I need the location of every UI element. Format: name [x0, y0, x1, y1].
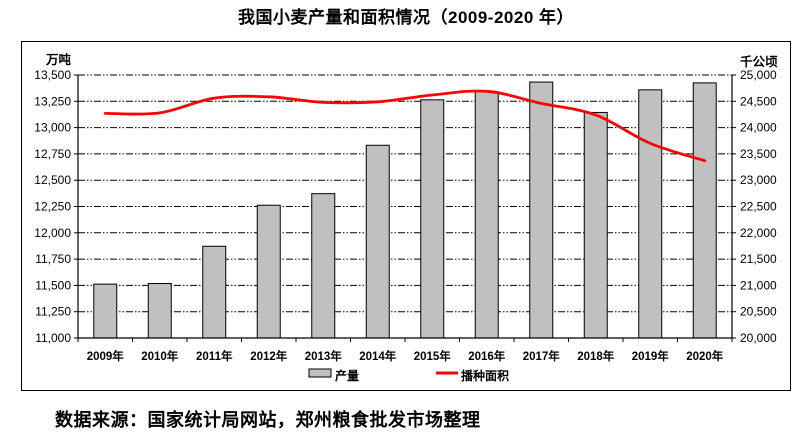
right-tick-label: 24,500 — [740, 94, 777, 108]
legend-label-production: 产量 — [335, 368, 359, 383]
right-tick-label: 22,000 — [740, 226, 777, 240]
right-tick-label: 20,500 — [740, 305, 777, 319]
left-axis-title: 万吨 — [45, 52, 72, 67]
x-axis-labels: 2009年 2010年 2011年 2012年 2013年 2014年 2015年 2016年… — [87, 349, 724, 363]
right-tick-label: 20,000 — [740, 331, 777, 345]
chart-frame: 13,500 13,250 13,000 12,750 12,500 12,250 12,0… — [21, 41, 791, 391]
production-bars — [93, 81, 717, 339]
right-tick-label: 21,000 — [740, 278, 777, 292]
left-tick-label: 11,250 — [35, 305, 71, 319]
bar-2009年 — [93, 283, 118, 339]
right-tick-label: 24,000 — [740, 121, 777, 135]
bar-2010年 — [147, 283, 172, 339]
right-axis-labels: 25,000 24,500 24,000 23,500 23,000 22,500 22,0… — [740, 68, 777, 345]
left-axis-labels: 13,500 13,250 13,000 12,750 12,500 12,250 12,0… — [34, 68, 71, 345]
left-tick-label: 13,000 — [34, 121, 71, 135]
left-tick-label: 12,500 — [34, 173, 71, 187]
left-tick-label: 11,500 — [35, 278, 71, 292]
data-source-note: 数据来源：国家统计局网站，郑州粮食批发市场整理 — [55, 410, 481, 430]
bar-2012年 — [256, 204, 281, 339]
x-tick-label: 2014年 — [359, 349, 397, 363]
bar-2018年 — [583, 111, 608, 339]
bar-2013年 — [311, 193, 336, 339]
bar-2017年 — [529, 81, 554, 339]
right-tick-label: 25,000 — [740, 68, 777, 82]
right-tick-label: 22,500 — [740, 200, 777, 214]
right-tick-label: 23,500 — [740, 147, 777, 161]
bar-2019年 — [638, 89, 663, 339]
left-tick-label: 12,250 — [34, 200, 71, 214]
left-tick-label: 13,500 — [34, 68, 71, 82]
sown-area-line — [103, 89, 707, 163]
right-tick-label: 23,000 — [740, 173, 777, 187]
left-tick-label: 11,750 — [35, 252, 71, 266]
x-tick-label: 2016年 — [468, 349, 506, 363]
axis-ticks — [74, 74, 736, 342]
left-tick-label: 13,250 — [34, 94, 71, 108]
x-tick-label: 2019年 — [632, 349, 670, 363]
wheat-production-area-chart: 13,500 13,250 13,000 12,750 12,500 12,250 12,0… — [34, 52, 778, 383]
chart-title: 我国小麦产量和面积情况（2009-2020 年） — [237, 8, 575, 27]
left-tick-label: 12,000 — [34, 226, 71, 240]
left-tick-label: 11,000 — [35, 331, 71, 345]
x-tick-label: 2020年 — [686, 349, 724, 363]
bar-2015年 — [420, 99, 445, 339]
x-tick-label: 2013年 — [305, 349, 343, 363]
right-tick-label: 21,500 — [740, 252, 777, 266]
x-tick-label: 2012年 — [250, 349, 288, 363]
left-tick-label: 12,750 — [34, 147, 71, 161]
x-tick-label: 2010年 — [141, 349, 179, 363]
x-tick-label: 2009年 — [87, 349, 125, 363]
x-tick-label: 2011年 — [196, 349, 233, 363]
x-tick-label: 2018年 — [577, 349, 615, 363]
x-tick-label: 2015年 — [414, 349, 452, 363]
gridlines — [78, 74, 732, 313]
legend: 产量 播种面积 — [308, 368, 509, 383]
right-axis-title: 千公顷 — [740, 54, 778, 69]
bar-2020年 — [692, 82, 717, 339]
legend-label-sown-area: 播种面积 — [461, 368, 509, 383]
x-tick-label: 2017年 — [523, 349, 561, 363]
bar-2011年 — [202, 245, 227, 339]
bar-2014年 — [365, 144, 390, 339]
legend-bar-swatch — [308, 368, 332, 378]
bar-2016年 — [474, 91, 499, 339]
